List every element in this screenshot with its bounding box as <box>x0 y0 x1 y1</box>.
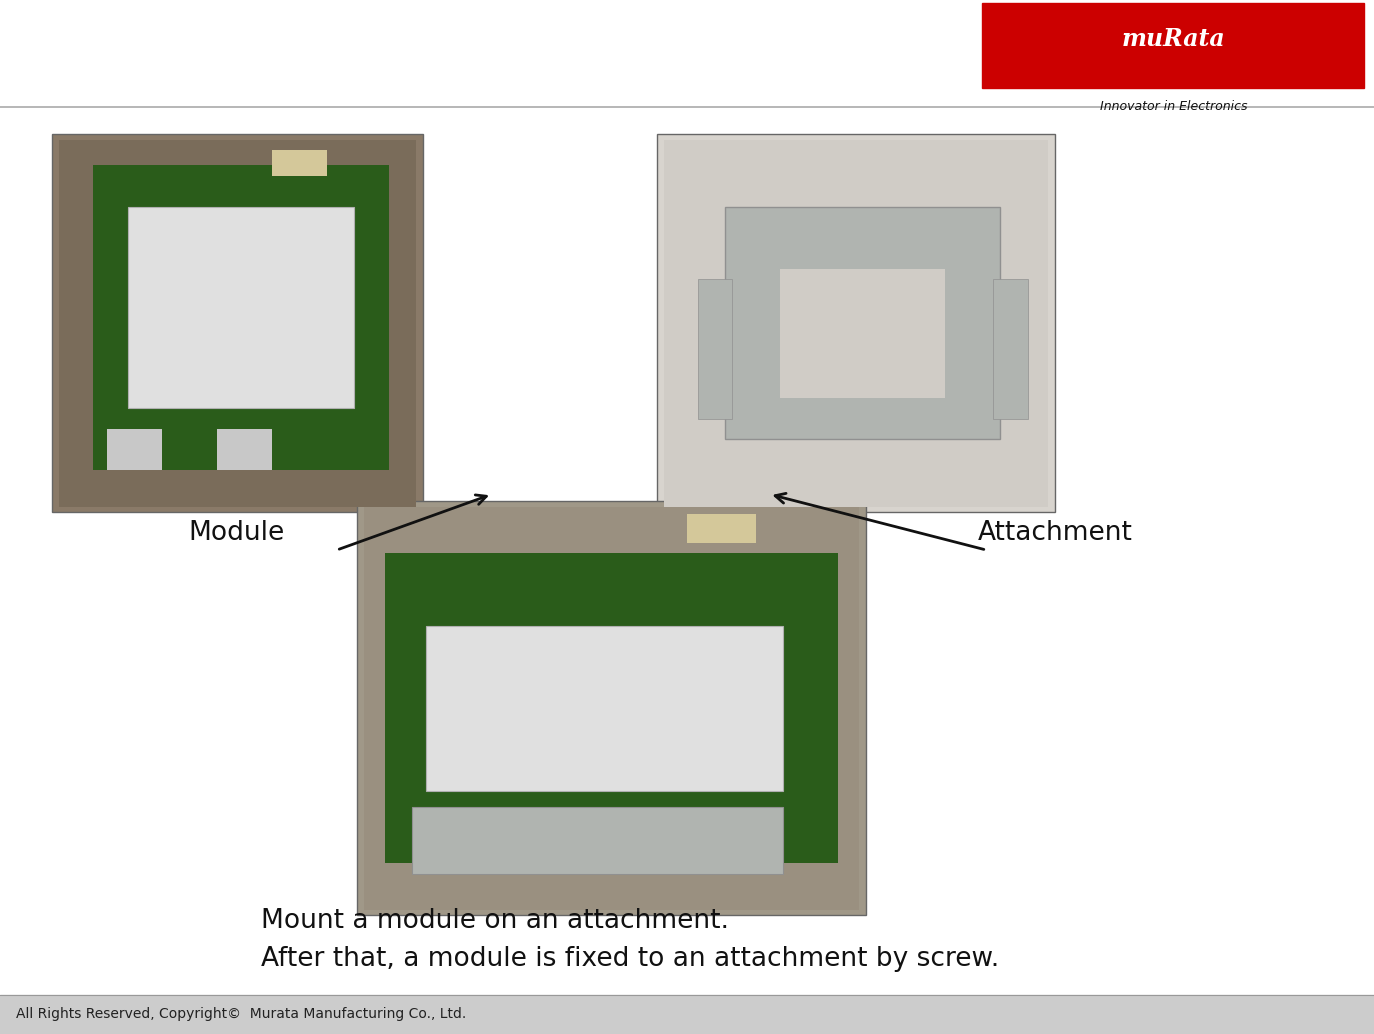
Text: muRata: muRata <box>1121 27 1226 51</box>
Bar <box>93 165 389 470</box>
Bar <box>385 553 838 863</box>
Bar <box>217 429 272 470</box>
Bar <box>128 207 354 408</box>
Text: Attachment: Attachment <box>978 519 1132 546</box>
Bar <box>657 134 1055 512</box>
Text: Innovator in Electronics: Innovator in Electronics <box>1099 100 1248 114</box>
Bar <box>687 514 756 543</box>
Bar <box>357 501 866 915</box>
Bar <box>107 429 162 470</box>
Bar <box>698 279 732 419</box>
Bar <box>725 207 1000 439</box>
Bar <box>426 626 783 791</box>
Bar <box>272 150 327 176</box>
Bar <box>412 807 783 874</box>
Text: After that, a module is fixed to an attachment by screw.: After that, a module is fixed to an atta… <box>261 946 999 972</box>
Text: All Rights Reserved, Copyright©  Murata Manufacturing Co., Ltd.: All Rights Reserved, Copyright© Murata M… <box>16 1007 467 1022</box>
Bar <box>52 134 423 512</box>
Bar <box>780 269 945 398</box>
Text: Module: Module <box>188 519 284 546</box>
Bar <box>993 279 1028 419</box>
Bar <box>364 507 859 910</box>
Bar <box>59 140 416 507</box>
Bar <box>982 3 1364 88</box>
Bar <box>0 995 1374 1034</box>
Bar <box>664 140 1048 507</box>
Text: Mount a module on an attachment.: Mount a module on an attachment. <box>261 908 730 934</box>
